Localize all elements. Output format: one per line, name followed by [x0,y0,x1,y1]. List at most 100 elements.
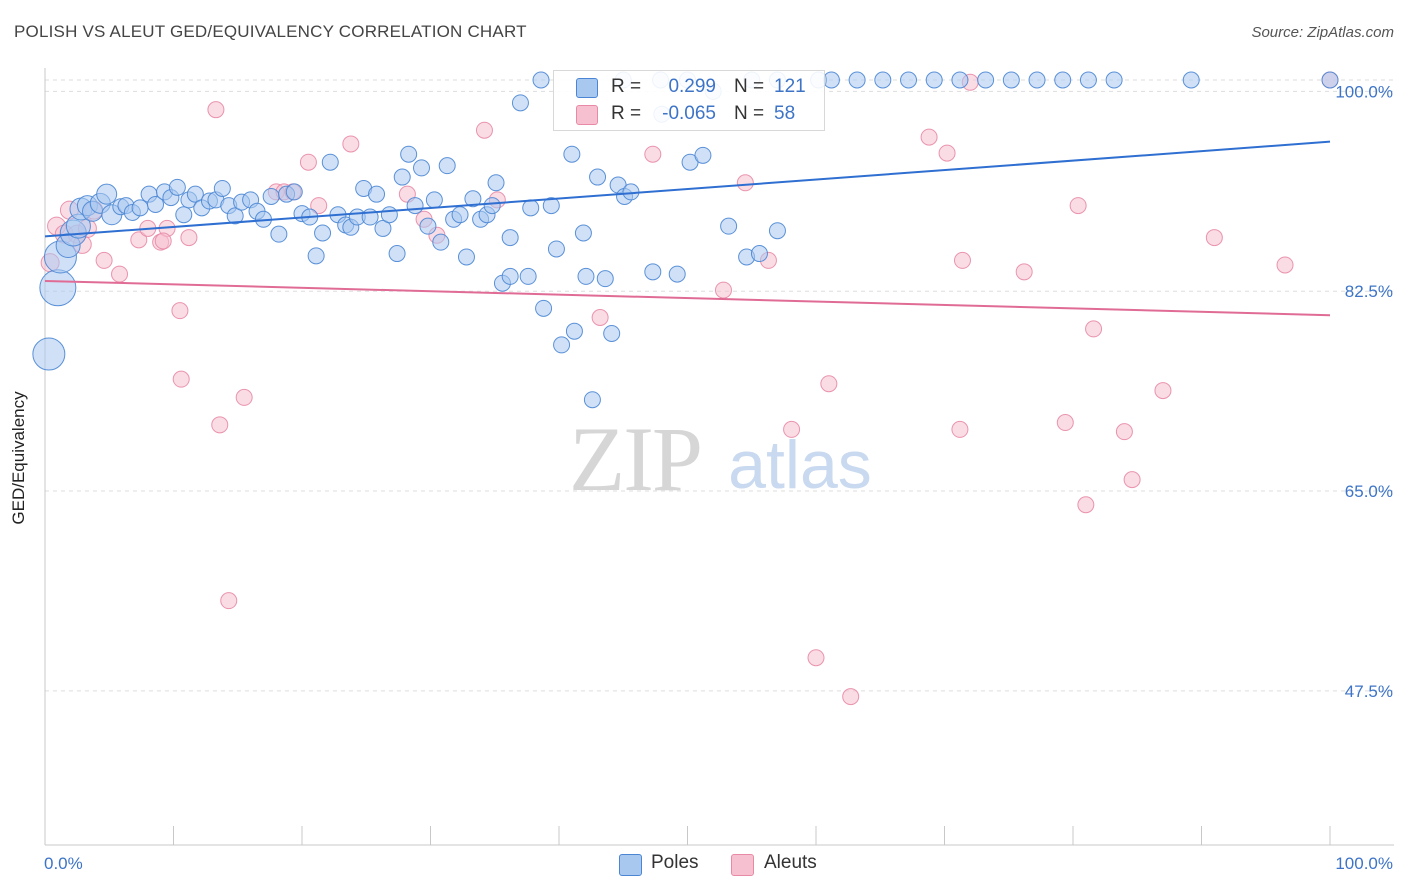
poles-point [186,185,204,203]
aleuts-point [211,416,229,434]
poles-point [553,336,571,354]
poles-point [511,94,529,112]
poles-point [96,183,118,205]
poles-point [694,146,712,164]
aleuts-point [130,231,148,249]
poles-point [457,248,475,266]
poles-point [285,183,303,201]
aleuts-point [920,128,938,146]
aleuts-point [1154,382,1172,400]
legend-row-poles: R = 0.299 N = 121 [554,74,824,100]
aleuts-point [172,370,190,388]
poles-point [750,245,768,263]
x-tick-label: 100.0% [1335,854,1393,873]
aleuts-point [1069,197,1087,215]
trend-lines [44,140,1331,317]
aleuts-point [1056,414,1074,432]
poles-point [1182,71,1200,89]
poles-point [977,71,995,89]
poles-point [547,240,565,258]
aleuts-point [1077,496,1095,514]
legend-r-value: -0.065 [662,103,716,124]
poles-point [589,168,607,186]
poles-point [563,145,581,163]
poles-swatch [576,78,598,98]
poles-point [668,265,686,283]
poles-point [583,391,601,409]
tick-labels: 47.5% 65.0% 82.5% 100.0% 0.0% 100.0% [44,82,1393,873]
poles-point [1321,71,1339,89]
poles-point [900,71,918,89]
poles-point [413,159,431,177]
poles-point [951,71,969,89]
poles-point [451,206,469,224]
poles-point [400,145,418,163]
aleuts-point [644,145,662,163]
poles-point [822,71,840,89]
poles-point [168,178,186,196]
aleuts-point [171,302,189,320]
poles-point [501,267,519,285]
poles-point [1105,71,1123,89]
poles-point [1079,71,1097,89]
legend-row-aleuts: R = -0.065 N = 58 [554,101,824,127]
poles-point [32,337,66,371]
poles-point [535,299,553,317]
y-tick-label: 100.0% [1335,82,1393,101]
y-tick-label: 47.5% [1345,682,1393,701]
poles-point [314,224,332,242]
aleuts-point [1276,256,1294,274]
source-label: Source: ZipAtlas.com [1251,24,1394,41]
legend-n-value: 121 [774,76,806,97]
poles-point [438,157,456,175]
legend-r-value: 0.299 [668,76,716,97]
aleuts-swatch [576,105,598,125]
grid-lines [45,79,1394,692]
poles-point [419,217,437,235]
poles-point [532,71,550,89]
aleuts-point [95,251,113,269]
x-tick-label: 0.0% [44,854,83,873]
poles-point [577,267,595,285]
poles-point [226,207,244,225]
poles-point [1002,71,1020,89]
poles-trend-line [44,140,1331,238]
aleuts-point [807,649,825,667]
poles-point [368,185,386,203]
poles-point [307,247,325,265]
poles-points [32,71,1339,409]
aleuts-legend-label: Aleuts [764,852,817,873]
poles-point [425,191,443,209]
aleuts-point [736,174,754,192]
poles-point [432,233,450,251]
series-legend: Poles Aleuts [0,852,1406,878]
aleuts-point [820,375,838,393]
aleuts-point [953,251,971,269]
aleuts-point [111,265,129,283]
aleuts-point [310,197,328,215]
poles-point [270,225,288,243]
aleuts-point [180,229,198,247]
aleuts-point [342,135,360,153]
poles-point [406,197,424,215]
aleuts-point [235,388,253,406]
aleuts-point [299,153,317,171]
aleuts-point [207,101,225,119]
poles-point [380,206,398,224]
poles-point [39,269,77,307]
poles-point [519,267,537,285]
chart-title: POLISH VS ALEUT GED/EQUIVALENCY CORRELAT… [14,22,527,41]
poles-point [720,217,738,235]
poles-point [483,197,501,215]
poles-point [565,322,583,340]
aleuts-point [714,281,732,299]
poles-point [262,187,280,205]
poles-point [131,199,149,217]
legend-n-label: N = [734,103,765,124]
aleuts-point [783,420,801,438]
poles-legend-label: Poles [651,852,699,873]
poles-point [388,245,406,263]
aleuts-point [220,592,238,610]
watermark-zip: ZIP [569,408,701,510]
poles-point [213,179,231,197]
